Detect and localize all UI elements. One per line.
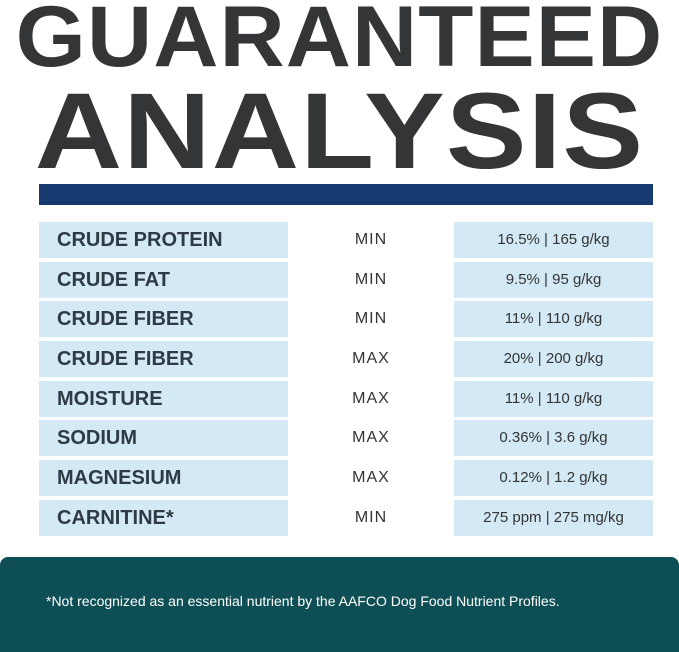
min-max: MIN — [354, 231, 388, 248]
amount: 16.5% | 165 g/kg — [454, 222, 653, 258]
table-row: CARNITINE* MIN 275 ppm | 275 mg/kg — [39, 499, 653, 536]
amount: 11% | 110 g/kg — [454, 380, 653, 417]
footnote: *Not recognized as an essential nutrient… — [46, 593, 560, 609]
table-row: CRUDE FIBER MAX 20% | 200 g/kg — [39, 341, 653, 378]
min-max: MIN — [354, 270, 388, 288]
nutrient: CRUDE FIBER — [39, 341, 288, 378]
table-row: MAGNESIUM MAX 0.12% | 1.2 g/kg — [39, 460, 653, 497]
nutrient: CRUDE FAT — [39, 261, 288, 298]
min-max: MIN — [354, 508, 388, 526]
nutrient: CRUDE PROTEIN — [39, 222, 288, 258]
min-max: MAX — [352, 469, 390, 487]
nutrient: CRUDE FIBER — [39, 301, 288, 338]
amount: 0.12% | 1.2 g/kg — [454, 460, 653, 497]
table-row: CRUDE FAT MIN 9.5% | 95 g/kg — [39, 261, 653, 298]
min-max: MIN — [354, 310, 388, 328]
title: ANALYSIS — [34, 70, 645, 191]
footer: *Not recognized as an essential nutrient… — [0, 557, 679, 652]
title: GUARANTEED — [15, 0, 664, 85]
amount: 9.5% | 95 g/kg — [454, 261, 653, 298]
amount: 275 ppm | 275 mg/kg — [454, 499, 653, 536]
min-max: MAX — [352, 389, 390, 407]
amount: 20% | 200 g/kg — [454, 341, 653, 378]
divider — [39, 184, 653, 205]
min-max: MAX — [352, 429, 390, 447]
table-row: CRUDE FIBER MIN 11% | 110 g/kg — [39, 301, 653, 338]
table-row: MOISTURE MAX 11% | 110 g/kg — [39, 380, 653, 417]
table-row: CRUDE PROTEIN MIN 16.5% | 165 g/kg — [39, 222, 653, 258]
min-max: MAX — [352, 350, 390, 368]
amount: 0.36% | 3.6 g/kg — [454, 420, 653, 457]
nutrient: CARNITINE* — [39, 499, 288, 536]
amount: 11% | 110 g/kg — [454, 301, 653, 338]
table: CRUDE PROTEIN MIN 16.5% | 165 g/kg CRUDE FA… — [39, 222, 653, 540]
nutrient: MOISTURE — [39, 380, 288, 417]
nutrient: MAGNESIUM — [39, 460, 288, 497]
table-row: SODIUM MAX 0.36% | 3.6 g/kg — [39, 420, 653, 457]
nutrient: SODIUM — [39, 420, 288, 457]
